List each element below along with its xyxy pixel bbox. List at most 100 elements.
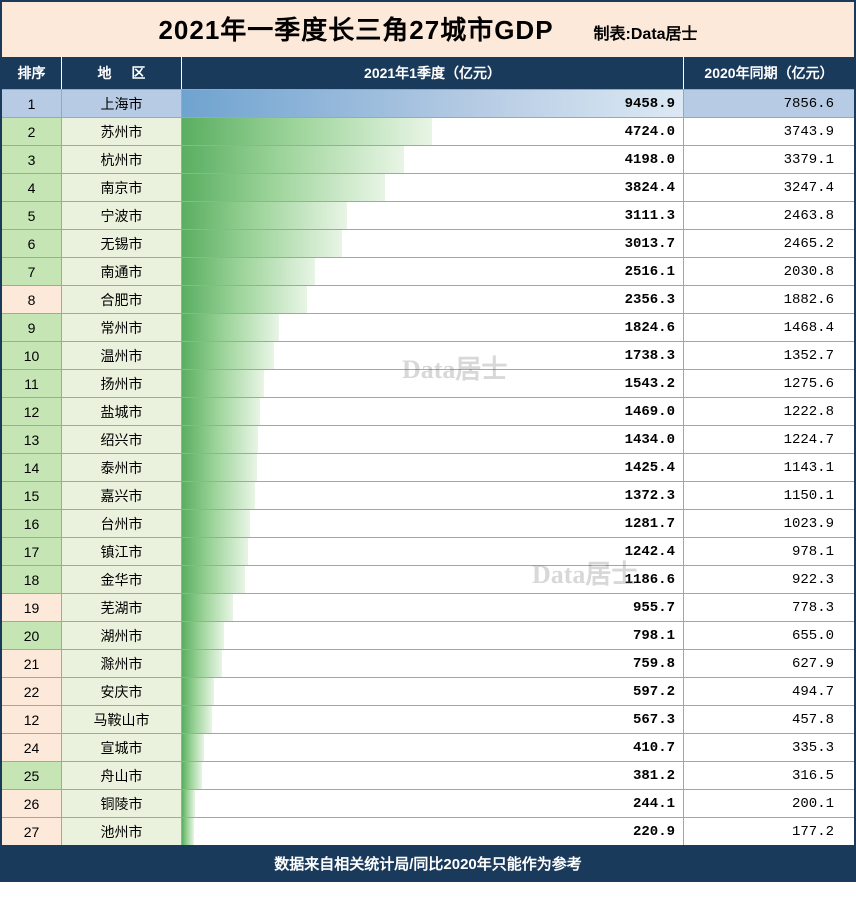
- prev-year-cell: 1882.6: [684, 286, 854, 313]
- bar-value-label: 3013.7: [625, 236, 675, 252]
- bar: [182, 90, 683, 117]
- prev-year-cell: 200.1: [684, 790, 854, 817]
- table-row: 26铜陵市244.1200.1: [2, 789, 854, 817]
- region-cell: 金华市: [62, 566, 182, 593]
- rank-cell: 7: [2, 258, 62, 285]
- rank-cell: 27: [2, 818, 62, 845]
- bar-cell: 410.7: [182, 734, 684, 761]
- header-2021: 2021年1季度（亿元）: [182, 57, 684, 89]
- bar-cell: 3824.4: [182, 174, 684, 201]
- region-cell: 宣城市: [62, 734, 182, 761]
- rank-cell: 17: [2, 538, 62, 565]
- bar: [182, 762, 202, 789]
- bar-cell: 759.8: [182, 650, 684, 677]
- table-body: 1上海市9458.97856.62苏州市4724.03743.93杭州市4198…: [2, 89, 854, 845]
- prev-year-cell: 922.3: [684, 566, 854, 593]
- table-row: 10温州市1738.31352.7: [2, 341, 854, 369]
- region-cell: 池州市: [62, 818, 182, 845]
- bar: [182, 426, 258, 453]
- table-container: 2021年一季度长三角27城市GDP 制表:Data居士 排序 地 区 2021…: [0, 0, 856, 882]
- bar-value-label: 1186.6: [625, 572, 675, 588]
- bar: [182, 202, 347, 229]
- bar: [182, 706, 212, 733]
- rank-cell: 8: [2, 286, 62, 313]
- bar-cell: 597.2: [182, 678, 684, 705]
- table-row: 2苏州市4724.03743.9: [2, 117, 854, 145]
- bar-cell: 381.2: [182, 762, 684, 789]
- table-row: 25舟山市381.2316.5: [2, 761, 854, 789]
- bar: [182, 790, 195, 817]
- rank-cell: 3: [2, 146, 62, 173]
- prev-year-cell: 1222.8: [684, 398, 854, 425]
- bar-cell: 798.1: [182, 622, 684, 649]
- page-subtitle: 制表:Data居士: [594, 20, 698, 44]
- bar-value-label: 2356.3: [625, 292, 675, 308]
- table-row: 4南京市3824.43247.4: [2, 173, 854, 201]
- header-rank: 排序: [2, 57, 62, 89]
- bar-cell: 1425.4: [182, 454, 684, 481]
- table-row: 19芜湖市955.7778.3: [2, 593, 854, 621]
- prev-year-cell: 7856.6: [684, 90, 854, 117]
- bar-cell: 1242.4: [182, 538, 684, 565]
- table-row: 22安庆市597.2494.7: [2, 677, 854, 705]
- rank-cell: 10: [2, 342, 62, 369]
- bar-value-label: 4198.0: [625, 152, 675, 168]
- rank-cell: 11: [2, 370, 62, 397]
- bar-value-label: 1824.6: [625, 320, 675, 336]
- bar-value-label: 759.8: [633, 656, 675, 672]
- bar-value-label: 9458.9: [625, 96, 675, 112]
- title-bar: 2021年一季度长三角27城市GDP 制表:Data居士: [2, 2, 854, 57]
- prev-year-cell: 627.9: [684, 650, 854, 677]
- prev-year-cell: 3743.9: [684, 118, 854, 145]
- prev-year-cell: 3379.1: [684, 146, 854, 173]
- prev-year-cell: 457.8: [684, 706, 854, 733]
- bar-cell: 955.7: [182, 594, 684, 621]
- rank-cell: 18: [2, 566, 62, 593]
- table-row: 9常州市1824.61468.4: [2, 313, 854, 341]
- prev-year-cell: 1224.7: [684, 426, 854, 453]
- table-row: 16台州市1281.71023.9: [2, 509, 854, 537]
- bar-cell: 3013.7: [182, 230, 684, 257]
- prev-year-cell: 655.0: [684, 622, 854, 649]
- bar: [182, 454, 257, 481]
- table-row: 3杭州市4198.03379.1: [2, 145, 854, 173]
- rank-cell: 14: [2, 454, 62, 481]
- prev-year-cell: 177.2: [684, 818, 854, 845]
- region-cell: 宁波市: [62, 202, 182, 229]
- prev-year-cell: 2030.8: [684, 258, 854, 285]
- bar-cell: 1824.6: [182, 314, 684, 341]
- bar-value-label: 2516.1: [625, 264, 675, 280]
- rank-cell: 26: [2, 790, 62, 817]
- bar-cell: 220.9: [182, 818, 684, 845]
- region-cell: 湖州市: [62, 622, 182, 649]
- bar-cell: 1281.7: [182, 510, 684, 537]
- bar-value-label: 1242.4: [625, 544, 675, 560]
- bar-value-label: 410.7: [633, 740, 675, 756]
- bar-value-label: 1738.3: [625, 348, 675, 364]
- rank-cell: 5: [2, 202, 62, 229]
- bar: [182, 230, 342, 257]
- bar-cell: 3111.3: [182, 202, 684, 229]
- bar-cell: 1186.6: [182, 566, 684, 593]
- header-region: 地 区: [62, 57, 182, 89]
- bar-value-label: 3824.4: [625, 180, 675, 196]
- bar-value-label: 381.2: [633, 768, 675, 784]
- bar-cell: 1543.2: [182, 370, 684, 397]
- bar: [182, 146, 404, 173]
- region-cell: 镇江市: [62, 538, 182, 565]
- table-row: 24宣城市410.7335.3: [2, 733, 854, 761]
- table-row: 1上海市9458.97856.6: [2, 89, 854, 117]
- region-cell: 无锡市: [62, 230, 182, 257]
- region-cell: 舟山市: [62, 762, 182, 789]
- region-cell: 盐城市: [62, 398, 182, 425]
- bar: [182, 734, 204, 761]
- rank-cell: 19: [2, 594, 62, 621]
- bar: [182, 594, 233, 621]
- rank-cell: 20: [2, 622, 62, 649]
- region-cell: 南京市: [62, 174, 182, 201]
- bar-value-label: 244.1: [633, 796, 675, 812]
- bar: [182, 510, 250, 537]
- prev-year-cell: 1143.1: [684, 454, 854, 481]
- region-cell: 南通市: [62, 258, 182, 285]
- prev-year-cell: 2465.2: [684, 230, 854, 257]
